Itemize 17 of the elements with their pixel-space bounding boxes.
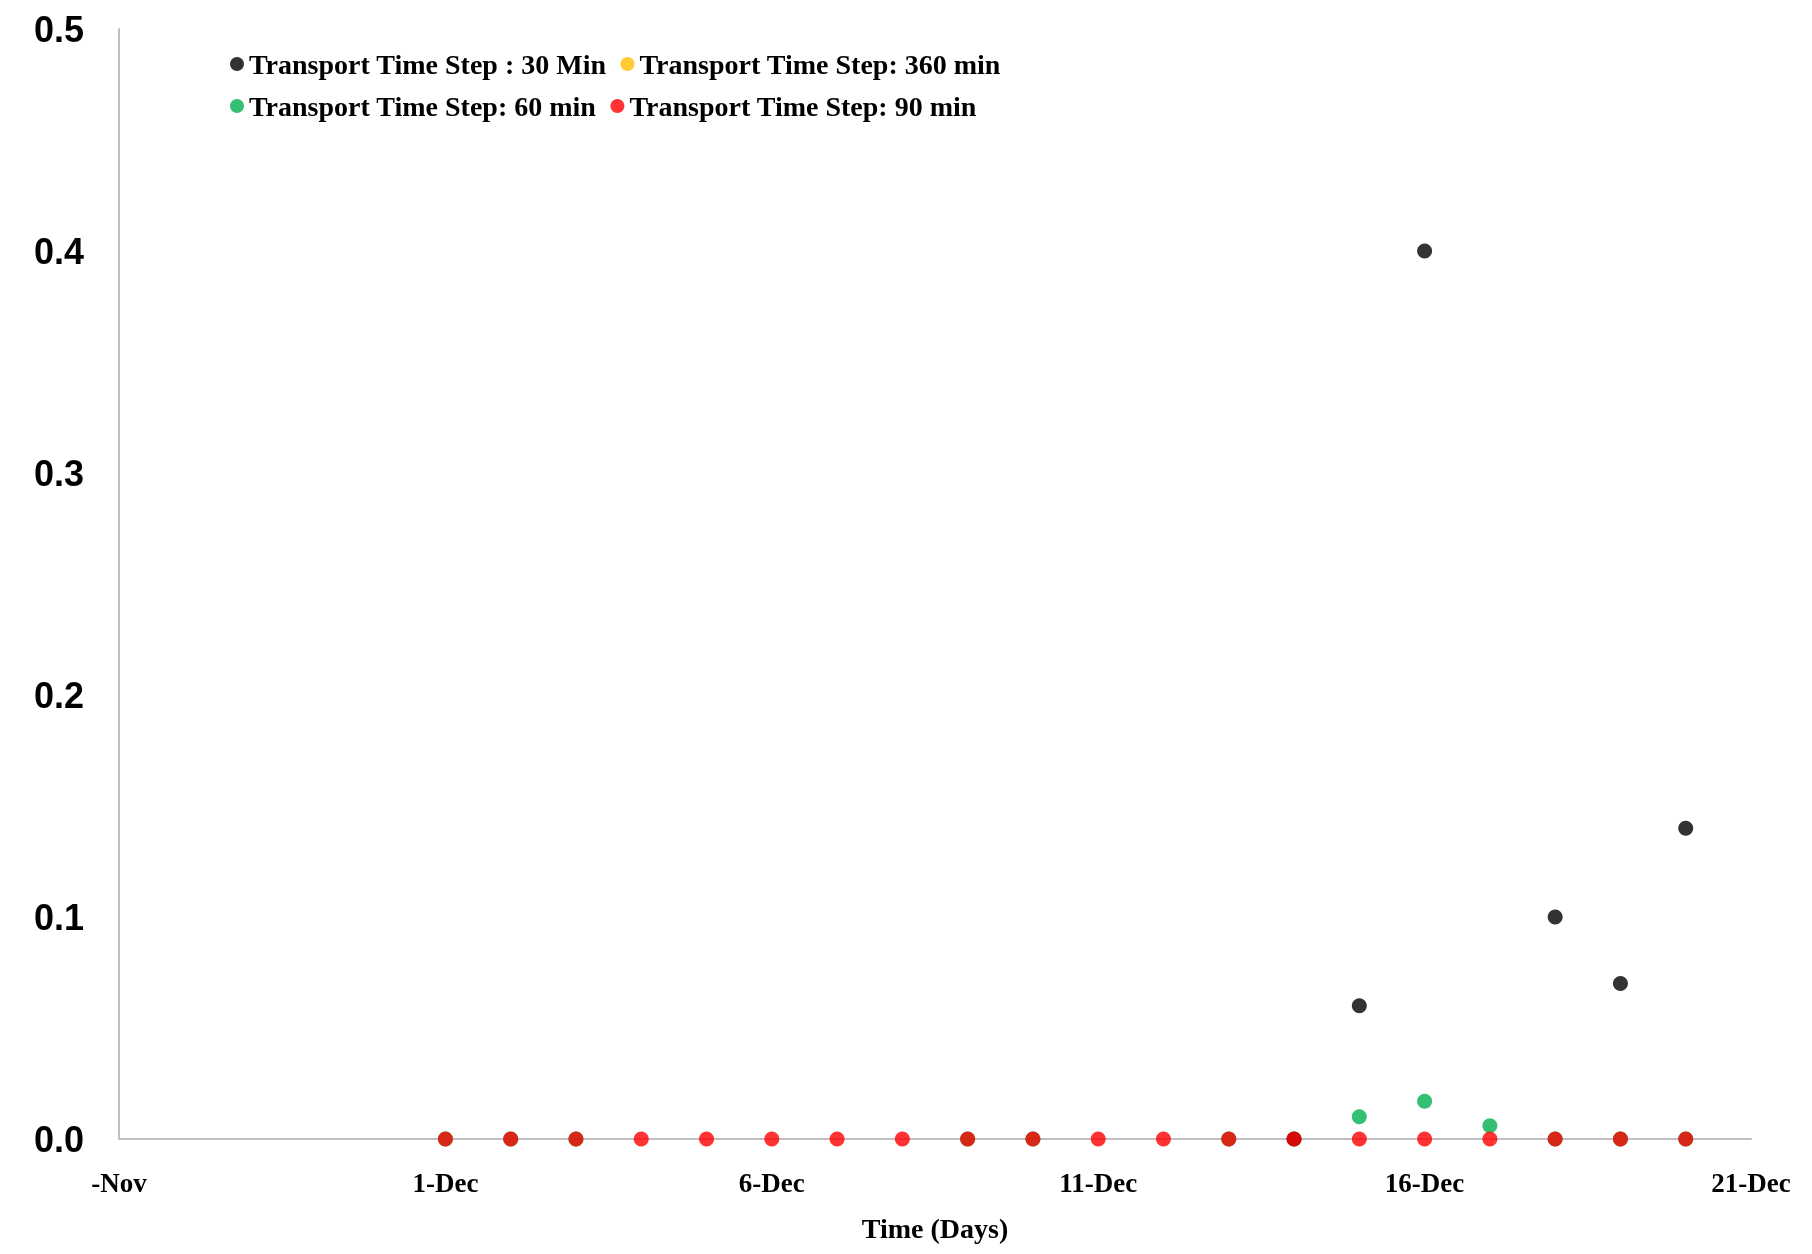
y-tick-label: 0.1 <box>33 896 85 938</box>
x-tick-label: 6-Dec <box>738 1167 805 1198</box>
x-axis-title: Time (Days) <box>861 1212 1009 1244</box>
y-tick-label: 0.3 <box>33 452 85 494</box>
y-tick-label: 0.4 <box>33 230 85 272</box>
y-tick-label: 0.0 <box>33 1118 85 1160</box>
legend-label: Transport Time Step: 60 min <box>249 90 597 122</box>
y-tick-label: 0.2 <box>33 674 85 716</box>
legend-label: Transport Time Step : 30 Min <box>249 48 607 80</box>
x-tick-label: -Nov <box>91 1167 148 1198</box>
x-tick-label: 21-Dec <box>1711 1167 1791 1198</box>
x-tick-label: 11-Dec <box>1059 1167 1138 1198</box>
y-tick-label: 0.5 <box>33 8 85 50</box>
x-tick-label: 16-Dec <box>1384 1167 1465 1198</box>
legend-label: Transport Time Step: 360 min <box>639 48 1001 80</box>
legend-label: Transport Time Step: 90 min <box>629 90 977 122</box>
x-tick-label: 1-Dec <box>412 1167 479 1198</box>
